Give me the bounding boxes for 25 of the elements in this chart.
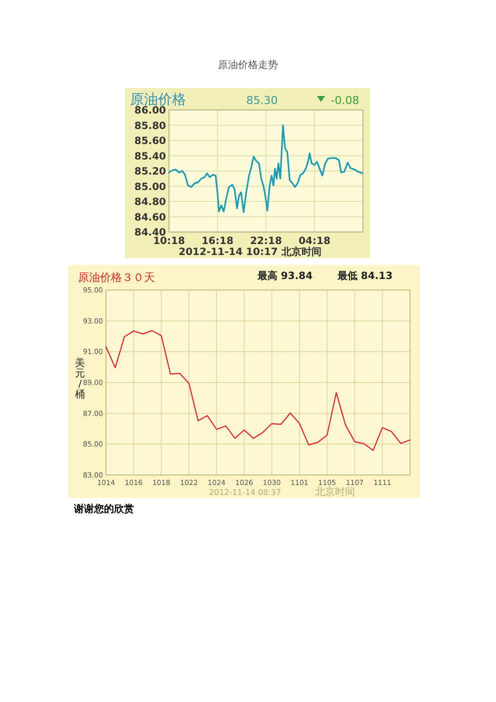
y-tick-label: 85.40 [134,151,166,162]
line-series [168,124,364,213]
y-tick-label: 84.60 [134,212,166,224]
x-tick-label: 10:18 [153,236,185,247]
y-tick-label: 85.80 [134,120,166,132]
text: 2012-11-14 08:37 [208,488,282,497]
y-tick-label: 85.00 [134,182,166,193]
line-series [105,330,411,451]
text: 谢谢您的欣赏 [73,503,134,515]
y-tick-label: 85.60 [134,136,166,147]
text: 北京时间 [315,486,355,498]
y-tick-label: 85.20 [134,166,166,178]
y-tick-label: 86.00 [134,106,166,116]
text: -0.08 [330,94,360,107]
text: 85.30 [246,94,278,107]
text: 原油价格走势 [218,59,278,71]
text: 最低 84.13 [336,270,393,282]
y-axis-title: 美元/桶 [75,357,85,400]
y-tick-label: 84.80 [134,197,166,208]
text: 2012-11-14 10:17 北京时间 [178,246,322,258]
x-tick-label: 16:18 [202,236,234,247]
chart-title: 原油价格３０天 [78,271,155,284]
text: 最高 93.84 [256,270,313,282]
x-tick-label: 04:18 [298,236,330,247]
x-tick-label: 22:18 [250,236,282,247]
